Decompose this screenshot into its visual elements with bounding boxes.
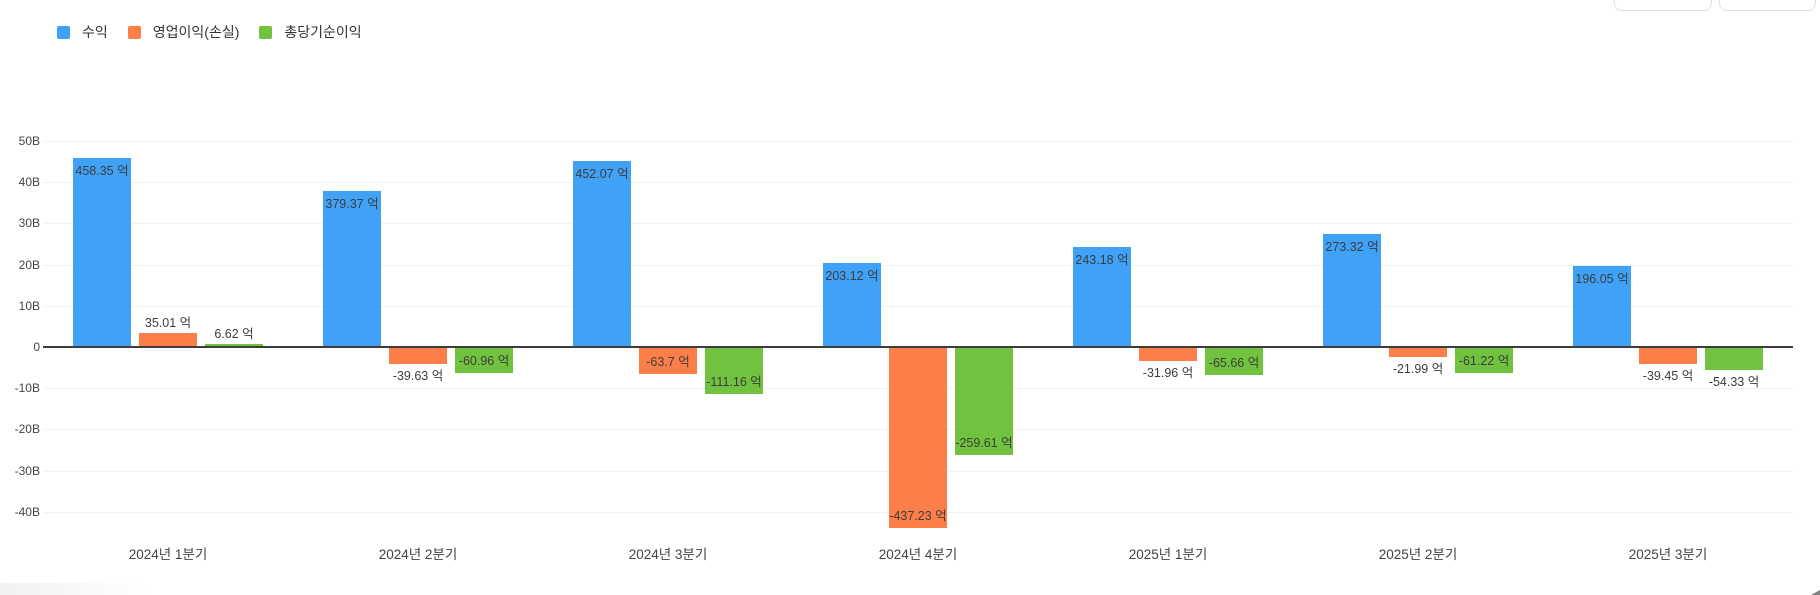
legend-item-net-income[interactable]: 총당기순이익 xyxy=(259,24,362,40)
y-axis-tick-label: -30B xyxy=(14,463,40,478)
y-axis-tick-label: -20B xyxy=(14,422,40,437)
bar-총당기순이익-2024년 4분기[interactable] xyxy=(955,348,1013,455)
legend-item-revenue[interactable]: 수익 xyxy=(57,24,108,40)
bar-영업이익(손실)-2024년 2분기[interactable] xyxy=(389,348,447,365)
legend-item-operating-profit[interactable]: 영업이익(손실) xyxy=(127,24,240,40)
bar-value-label: 243.18 억 xyxy=(1075,252,1129,267)
bar-수익-2024년 2분기[interactable] xyxy=(323,190,381,347)
bar-수익-2024년 4분기[interactable] xyxy=(823,263,881,347)
legend-swatch-net-income xyxy=(259,25,273,39)
gridline xyxy=(43,305,1793,307)
y-axis-tick-label: -40B xyxy=(14,504,40,519)
bar-value-label: -39.63 억 xyxy=(392,369,444,384)
bar-총당기순이익-2025년 2분기[interactable] xyxy=(1455,348,1513,374)
x-axis-label: 2024년 2분기 xyxy=(378,547,458,562)
y-axis-tick-label: 50B xyxy=(18,134,40,148)
bar-수익-2025년 1분기[interactable] xyxy=(1073,246,1131,347)
bar-value-label: -31.96 억 xyxy=(1142,366,1194,381)
bar-영업이익(손실)-2024년 1분기[interactable] xyxy=(139,332,197,347)
bar-value-label: -63.7 억 xyxy=(646,355,690,370)
bar-수익-2024년 3분기[interactable] xyxy=(573,160,631,347)
toolbar-button-right[interactable] xyxy=(1719,0,1816,11)
gridline xyxy=(43,264,1793,266)
bar-총당기순이익-2024년 3분기[interactable] xyxy=(705,348,763,394)
bar-총당기순이익-2025년 1분기[interactable] xyxy=(1205,348,1263,376)
legend-swatch-revenue xyxy=(57,25,70,39)
bar-value-label: 452.07 억 xyxy=(575,166,629,181)
x-axis-label: 2024년 4분기 xyxy=(878,547,958,562)
legend: 수익 영업이익(손실) 총당기순이익 xyxy=(57,24,362,40)
bar-value-label: 203.12 억 xyxy=(825,269,879,284)
bar-영업이익(손실)-2024년 3분기[interactable] xyxy=(639,348,697,375)
y-axis-tick-label: 0 xyxy=(33,340,40,354)
bar-수익-2025년 2분기[interactable] xyxy=(1323,234,1381,347)
bar-총당기순이익-2025년 3분기[interactable] xyxy=(1705,348,1763,371)
bar-수익-2024년 1분기[interactable] xyxy=(73,158,131,347)
legend-label-operating-profit: 영업이익(손실) xyxy=(152,24,240,40)
resize-handle-icon xyxy=(1811,590,1820,595)
bar-value-label: 196.05 억 xyxy=(1575,272,1629,287)
bar-value-label: -61.22 억 xyxy=(1458,354,1510,369)
y-axis-tick-label: 20B xyxy=(18,257,40,272)
y-axis-tick-label: -10B xyxy=(14,381,40,396)
bar-value-label: 6.62 억 xyxy=(214,327,254,341)
bar-value-label: -111.16 억 xyxy=(706,374,762,389)
bar-value-label: -21.99 억 xyxy=(1392,362,1444,377)
bar-value-label: 379.37 억 xyxy=(325,196,379,211)
bar-value-label: -60.96 억 xyxy=(458,354,510,369)
legend-swatch-operating-profit xyxy=(127,25,141,39)
bar-영업이익(손실)-2025년 1분기[interactable] xyxy=(1139,348,1197,362)
x-axis-label: 2024년 1분기 xyxy=(128,547,208,562)
bar-value-label: -54.33 억 xyxy=(1708,375,1760,390)
gridline xyxy=(43,141,1793,142)
bar-총당기순이익-2024년 2분기[interactable] xyxy=(455,348,513,374)
bar-수익-2025년 3분기[interactable] xyxy=(1573,266,1631,347)
legend-label-revenue: 수익 xyxy=(82,24,108,40)
bottom-left-artifact xyxy=(0,583,150,595)
bar-영업이익(손실)-2025년 3분기[interactable] xyxy=(1639,348,1697,365)
y-axis-tick-label: 40B xyxy=(18,175,40,190)
legend-label-net-income: 총당기순이익 xyxy=(284,24,362,40)
bar-value-label: 458.35 억 xyxy=(75,164,129,179)
y-axis-tick-label: 30B xyxy=(18,216,40,231)
bar-value-label: 35.01 억 xyxy=(144,315,192,330)
bar-value-label: -39.45 억 xyxy=(1642,369,1694,384)
bar-value-label: -259.61 억 xyxy=(955,435,1013,450)
bar-영업이익(손실)-2025년 2분기[interactable] xyxy=(1389,348,1447,358)
y-axis-tick-label: 10B xyxy=(18,298,40,313)
gridline xyxy=(43,223,1793,225)
x-axis-label: 2025년 2분기 xyxy=(1378,547,1458,562)
x-axis-label: 2025년 1분기 xyxy=(1128,547,1208,562)
x-axis-label: 2024년 3분기 xyxy=(628,547,708,562)
toolbar-button-left[interactable] xyxy=(1614,0,1712,11)
zero-axis-line xyxy=(43,346,1793,348)
x-axis-label: 2025년 3분기 xyxy=(1628,547,1708,562)
bar-value-label: 273.32 억 xyxy=(1325,240,1379,255)
bar-value-label: -65.66 억 xyxy=(1208,356,1260,371)
bar-영업이익(손실)-2024년 4분기[interactable] xyxy=(889,348,947,529)
bar-value-label: -437.23 억 xyxy=(889,509,947,524)
bar-총당기순이익-2024년 1분기[interactable] xyxy=(205,344,263,347)
gridline xyxy=(43,182,1793,184)
